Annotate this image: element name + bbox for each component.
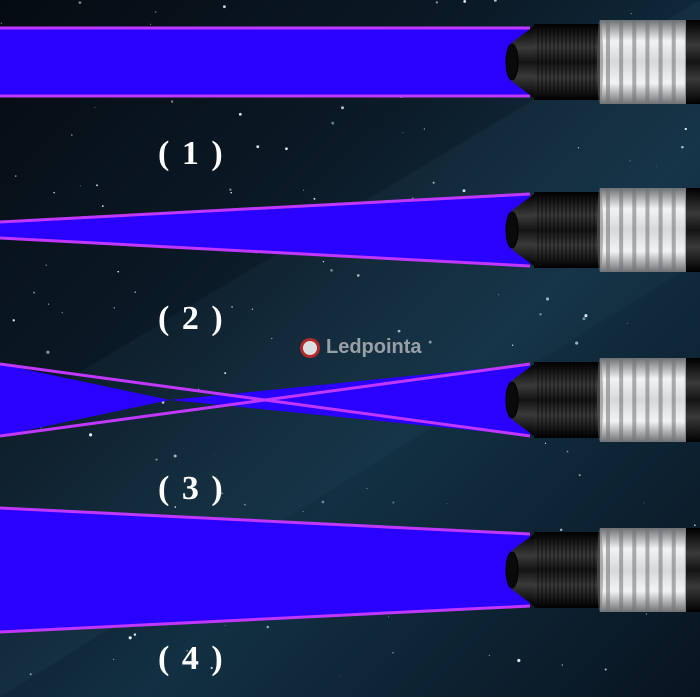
beam-label-3: ( 3 ): [158, 470, 225, 508]
laser-pointer: [506, 20, 700, 104]
beam-label-4: ( 4 ): [158, 640, 225, 678]
laser-pointer: [506, 188, 700, 272]
laser-focus-diagram: Ledpointa ( 1 ) ( 2 ) ( 3 ) ( 4 ): [0, 0, 700, 697]
watermark-text: Ledpointa: [326, 336, 422, 359]
watermark-logo-icon: [300, 338, 320, 358]
beam-fill: [0, 28, 530, 96]
laser-pointer: [506, 528, 700, 612]
watermark: Ledpointa: [300, 336, 422, 359]
beam-label-1: ( 1 ): [158, 135, 225, 173]
beam-label-2: ( 2 ): [158, 300, 225, 338]
laser-pointer: [506, 358, 700, 442]
